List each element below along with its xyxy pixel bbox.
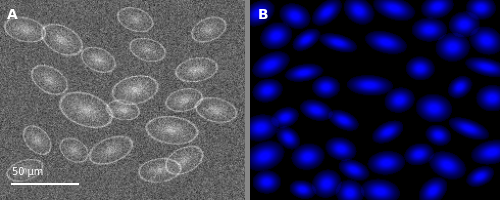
Text: B: B — [258, 8, 268, 22]
Text: A: A — [8, 8, 18, 22]
Text: 50 μm: 50 μm — [12, 166, 44, 176]
